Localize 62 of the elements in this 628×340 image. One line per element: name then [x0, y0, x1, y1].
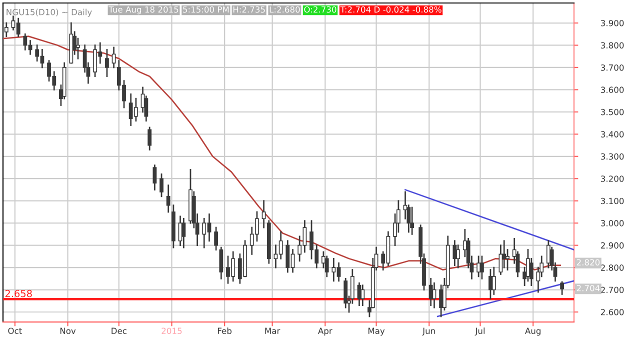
x-tick-label: Mar: [265, 328, 280, 334]
candlestick: [410, 206, 414, 235]
candlestick: [452, 240, 457, 266]
y-tick-label: 3.000: [601, 220, 624, 226]
annotation: T:2.704 D -0.024 -0.88%: [340, 6, 442, 13]
candlestick: [112, 46, 116, 68]
candlestick: [324, 256, 329, 278]
y-tick-label: 3.700: [601, 64, 624, 71]
y-tick-label: 3.400: [601, 131, 624, 138]
x-tick-label: Oct: [8, 328, 22, 334]
candlestick: [262, 200, 266, 228]
annotation: 5:15:00 PM: [183, 6, 229, 13]
candlestick: [160, 173, 164, 198]
y-tick-label: 2.800: [601, 264, 624, 271]
x-tick-label: May: [368, 328, 385, 336]
y-tick-label: 3.100: [601, 198, 624, 204]
candlestick: [152, 164, 157, 190]
candlestick: [480, 256, 484, 280]
annotation: O:2.730: [304, 6, 336, 13]
candlestick: [182, 218, 186, 248]
y-tick-label: 2.600: [601, 308, 624, 316]
candlestick: [360, 284, 365, 306]
candlestick: [219, 246, 224, 280]
annotation: Tue Aug 18 2015: [108, 6, 178, 14]
y-tick-label: 3.800: [601, 42, 624, 49]
candlestick: [148, 126, 152, 150]
candlestick: [439, 284, 444, 318]
candlestick: [502, 240, 506, 268]
y-tick-label: 2.700: [601, 286, 624, 294]
candlestick: [214, 226, 218, 250]
annotation: H:2.735: [233, 6, 265, 13]
text: NGU15(D10) ~ Daily: [6, 8, 92, 17]
x-tick-label: 2015: [162, 328, 182, 334]
candlestick: [526, 249, 530, 282]
x-tick-label: Nov: [60, 328, 76, 334]
candlestick: [105, 48, 109, 78]
x-tick-label: Jun: [422, 328, 435, 336]
x-tick-label: Apr: [318, 328, 332, 336]
y-tick-label: 3.300: [601, 153, 624, 160]
candlestick: [344, 278, 348, 308]
y-tick-label: 3.900: [601, 20, 624, 26]
candlestick: [166, 184, 170, 213]
candlestick: [546, 240, 550, 268]
x-tick-label: Feb: [218, 328, 232, 334]
candlestick: [76, 38, 80, 60]
y-tick-label: 3.500: [601, 108, 624, 116]
candlestick: [488, 269, 492, 300]
annotation: L:2.680: [270, 6, 300, 13]
ref-line-label: 2.658: [5, 290, 32, 298]
candlestick: [492, 266, 496, 295]
candlestick: [4, 22, 8, 38]
x-tick-label: Dec: [112, 328, 126, 334]
candlestick: [560, 281, 564, 295]
y-tick-label: 3.200: [601, 176, 624, 182]
x-tick-label: Jul: [474, 328, 484, 336]
candlestick: [506, 249, 510, 270]
candlestick: [456, 244, 460, 268]
candlestick: [428, 278, 433, 306]
x-tick-label: Aug: [525, 328, 540, 336]
y-tick-label: 3.600: [601, 86, 624, 93]
candlestick: [476, 256, 481, 278]
y-tick-label: 2.900: [601, 242, 624, 249]
